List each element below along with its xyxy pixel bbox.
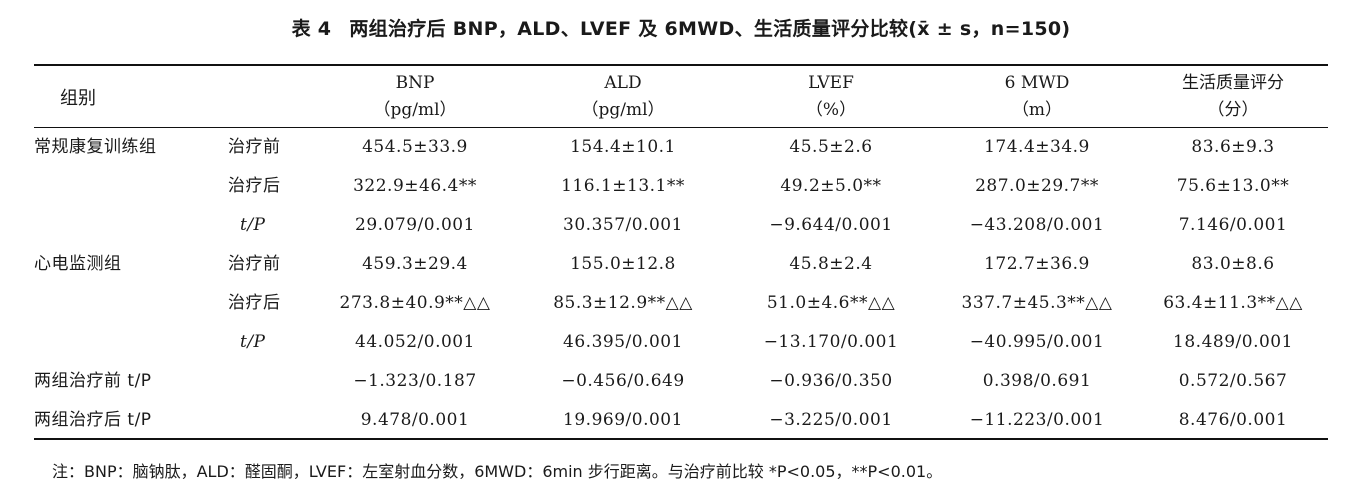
row-value: 51.0±4.6**△△ — [766, 293, 896, 313]
row-value: 116.1±13.1** — [561, 176, 685, 196]
row-value: 174.4±34.9 — [984, 137, 1090, 157]
row-value: −11.223/0.001 — [969, 410, 1105, 430]
header-ald-unit: （pg/ml） — [581, 100, 665, 120]
header-bnp: BNP （pg/ml） — [310, 70, 520, 124]
row-value: 322.9±46.4** — [353, 176, 477, 196]
caption-title: 两组治疗后 BNP，ALD、LVEF 及 6MWD、生活质量评分比较(x̄ ± … — [349, 18, 1071, 40]
header-ald-name: ALD — [604, 73, 642, 93]
row-value: 75.6±13.0** — [1176, 176, 1290, 196]
row-value: 337.7±45.3**△△ — [961, 293, 1113, 313]
row-group: 心电监测组 — [34, 254, 122, 274]
row-value: −1.323/0.187 — [353, 371, 477, 391]
header-qol: 生活质量评分 （分） — [1128, 70, 1338, 124]
row-value: 63.4±11.3**△△ — [1163, 293, 1303, 313]
row-value: 7.146/0.001 — [1178, 215, 1288, 235]
table-caption: 表 4 两组治疗后 BNP，ALD、LVEF 及 6MWD、生活质量评分比较(x̄… — [0, 14, 1362, 41]
row-value: 49.2±5.0** — [780, 176, 882, 196]
row-phase: 治疗后 — [228, 176, 281, 196]
row-value: −9.644/0.001 — [769, 215, 893, 235]
row-value: −43.208/0.001 — [969, 215, 1105, 235]
header-6mwd-name: 6 MWD — [1004, 73, 1070, 93]
row-value: −0.936/0.350 — [769, 371, 893, 391]
row-phase: t/P — [240, 215, 266, 235]
row-value: 18.489/0.001 — [1173, 332, 1293, 352]
table-header-rule — [34, 127, 1328, 128]
row-value: 9.478/0.001 — [360, 410, 470, 430]
row-value: 83.6±9.3 — [1191, 137, 1275, 157]
row-value: 19.969/0.001 — [563, 410, 683, 430]
header-lvef-name: LVEF — [808, 73, 854, 93]
row-value: 273.8±40.9**△△ — [339, 293, 491, 313]
table-note: 注：BNP：脑钠肽，ALD：醛固酮，LVEF：左室射血分数，6MWD：6min … — [52, 462, 943, 481]
row-value: 46.395/0.001 — [563, 332, 683, 352]
table-row: 治疗后 273.8±40.9**△△ 85.3±12.9**△△ 51.0±4.6**… — [0, 284, 1362, 323]
row-value: 8.476/0.001 — [1178, 410, 1288, 430]
row-value: 83.0±8.6 — [1191, 254, 1275, 274]
header-lvef: LVEF （%） — [726, 70, 936, 124]
row-value: 155.0±12.8 — [570, 254, 676, 274]
header-ald: ALD （pg/ml） — [518, 70, 728, 124]
row-value: 85.3±12.9**△△ — [553, 293, 693, 313]
caption-label: 表 4 — [291, 18, 332, 40]
table-row: 两组治疗前 t/P −1.323/0.187 −0.456/0.649 −0.936/… — [0, 362, 1362, 401]
header-lvef-unit: （%） — [805, 100, 857, 120]
table-bottom-rule — [34, 438, 1328, 440]
header-bnp-unit: （pg/ml） — [373, 100, 457, 120]
row-value: 44.052/0.001 — [355, 332, 475, 352]
header-qol-unit: （分） — [1207, 100, 1259, 120]
header-6mwd: 6 MWD （m） — [932, 70, 1142, 124]
row-value: 45.5±2.6 — [789, 137, 873, 157]
row-value: 287.0±29.7** — [975, 176, 1099, 196]
table-row: 常规康复训练组 治疗前 454.5±33.9 154.4±10.1 45.5±2.6 17… — [0, 128, 1362, 167]
row-group: 常规康复训练组 — [34, 137, 157, 157]
row-value: 45.8±2.4 — [789, 254, 873, 274]
row-value: −0.456/0.649 — [561, 371, 685, 391]
table-body: 常规康复训练组 治疗前 454.5±33.9 154.4±10.1 45.5±2.6 17… — [0, 128, 1362, 438]
table-row: t/P 29.079/0.001 30.357/0.001 −9.644/0.001 −… — [0, 206, 1362, 245]
row-value: −3.225/0.001 — [769, 410, 893, 430]
row-phase: t/P — [240, 332, 266, 352]
row-value: 30.357/0.001 — [563, 215, 683, 235]
header-bnp-name: BNP — [395, 73, 435, 93]
table-row: t/P 44.052/0.001 46.395/0.001 −13.170/0.001… — [0, 323, 1362, 362]
row-value: 454.5±33.9 — [362, 137, 468, 157]
table-row: 治疗后 322.9±46.4** 116.1±13.1** 49.2±5.0** 287… — [0, 167, 1362, 206]
table-row: 心电监测组 治疗前 459.3±29.4 155.0±12.8 45.8±2.4 172.… — [0, 245, 1362, 284]
row-group: 两组治疗前 t/P — [34, 371, 152, 391]
header-group: 组别 — [60, 88, 96, 109]
header-6mwd-unit: （m） — [1011, 100, 1063, 120]
row-value: 459.3±29.4 — [362, 254, 468, 274]
row-value: 0.398/0.691 — [982, 371, 1092, 391]
row-group: 两组治疗后 t/P — [34, 410, 152, 430]
header-qol-name: 生活质量评分 — [1182, 73, 1284, 93]
table-row: 两组治疗后 t/P 9.478/0.001 19.969/0.001 −3.225/0… — [0, 401, 1362, 440]
row-value: 172.7±36.9 — [984, 254, 1090, 274]
row-phase: 治疗前 — [228, 137, 281, 157]
table-top-rule — [34, 64, 1328, 66]
row-phase: 治疗后 — [228, 293, 281, 313]
row-value: −13.170/0.001 — [763, 332, 899, 352]
row-value: 154.4±10.1 — [570, 137, 676, 157]
row-value: 0.572/0.567 — [1178, 371, 1288, 391]
row-value: 29.079/0.001 — [355, 215, 475, 235]
row-phase: 治疗前 — [228, 254, 281, 274]
row-value: −40.995/0.001 — [969, 332, 1105, 352]
